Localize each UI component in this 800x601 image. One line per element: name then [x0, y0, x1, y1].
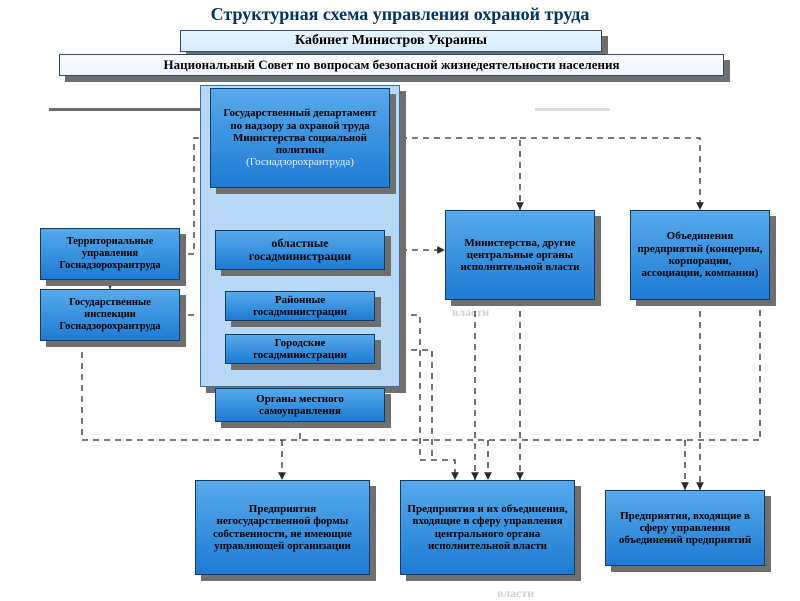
- node-label: Органы местного самоуправления: [222, 393, 378, 418]
- node-label: Предприятия негосударственной формы собс…: [202, 503, 363, 552]
- node-local: Органы местного самоуправления: [215, 388, 385, 422]
- node-unions: Объединения предприятий (концерны, корпо…: [630, 210, 770, 300]
- node-central: Предприятия и их объединения, входящие в…: [400, 480, 575, 575]
- node-label: Министерства, другие центральные органы …: [452, 237, 588, 274]
- node-cabinet: Кабинет Министров Украины: [180, 30, 602, 52]
- node-label: Территориальные управления Госнадзорохра…: [47, 236, 173, 271]
- node-label: Городские госадминистрации: [232, 337, 368, 362]
- node-label: областные госадминистрации: [222, 237, 378, 264]
- node-dept: Государственный департамент по надзору з…: [210, 88, 390, 188]
- node-council: Национальный Совет по вопросам безопасно…: [59, 54, 724, 76]
- node-label: Кабинет Министров Украины: [295, 33, 487, 49]
- page-title: Структурная схема управления охраной тру…: [0, 0, 800, 25]
- node-label: Государственные инспекции Госнадзорохран…: [47, 297, 173, 332]
- node-label: Объединения предприятий (концерны, корпо…: [637, 230, 763, 279]
- node-priv: Предприятия негосударственной формы собс…: [195, 480, 370, 575]
- node-label: Районные госадминистрации: [232, 294, 368, 319]
- decor-line-right: [535, 108, 610, 111]
- node-label: Предприятия и их объединения, входящие в…: [407, 503, 568, 552]
- node-oblast: областные госадминистрации: [215, 230, 385, 270]
- node-terr: Территориальные управления Госнадзорохра…: [40, 228, 180, 280]
- watermark-text: власти: [497, 586, 534, 601]
- node-label: Национальный Совет по вопросам безопасно…: [164, 58, 620, 73]
- node-raion: Районные госадминистрации: [225, 291, 375, 321]
- node-label: Предприятия, входящие в сферу управления…: [612, 510, 758, 547]
- node-label: Государственный департамент по надзору з…: [217, 107, 383, 169]
- watermark-text: власти: [452, 305, 489, 320]
- node-minist: Министерства, другие центральные органы …: [445, 210, 595, 300]
- node-city: Городские госадминистрации: [225, 334, 375, 364]
- node-insp: Государственные инспекции Госнадзорохран…: [40, 289, 180, 341]
- node-sublabel: (Госнадзорохрантруда): [217, 156, 383, 168]
- node-assoc: Предприятия, входящие в сферу управления…: [605, 490, 765, 566]
